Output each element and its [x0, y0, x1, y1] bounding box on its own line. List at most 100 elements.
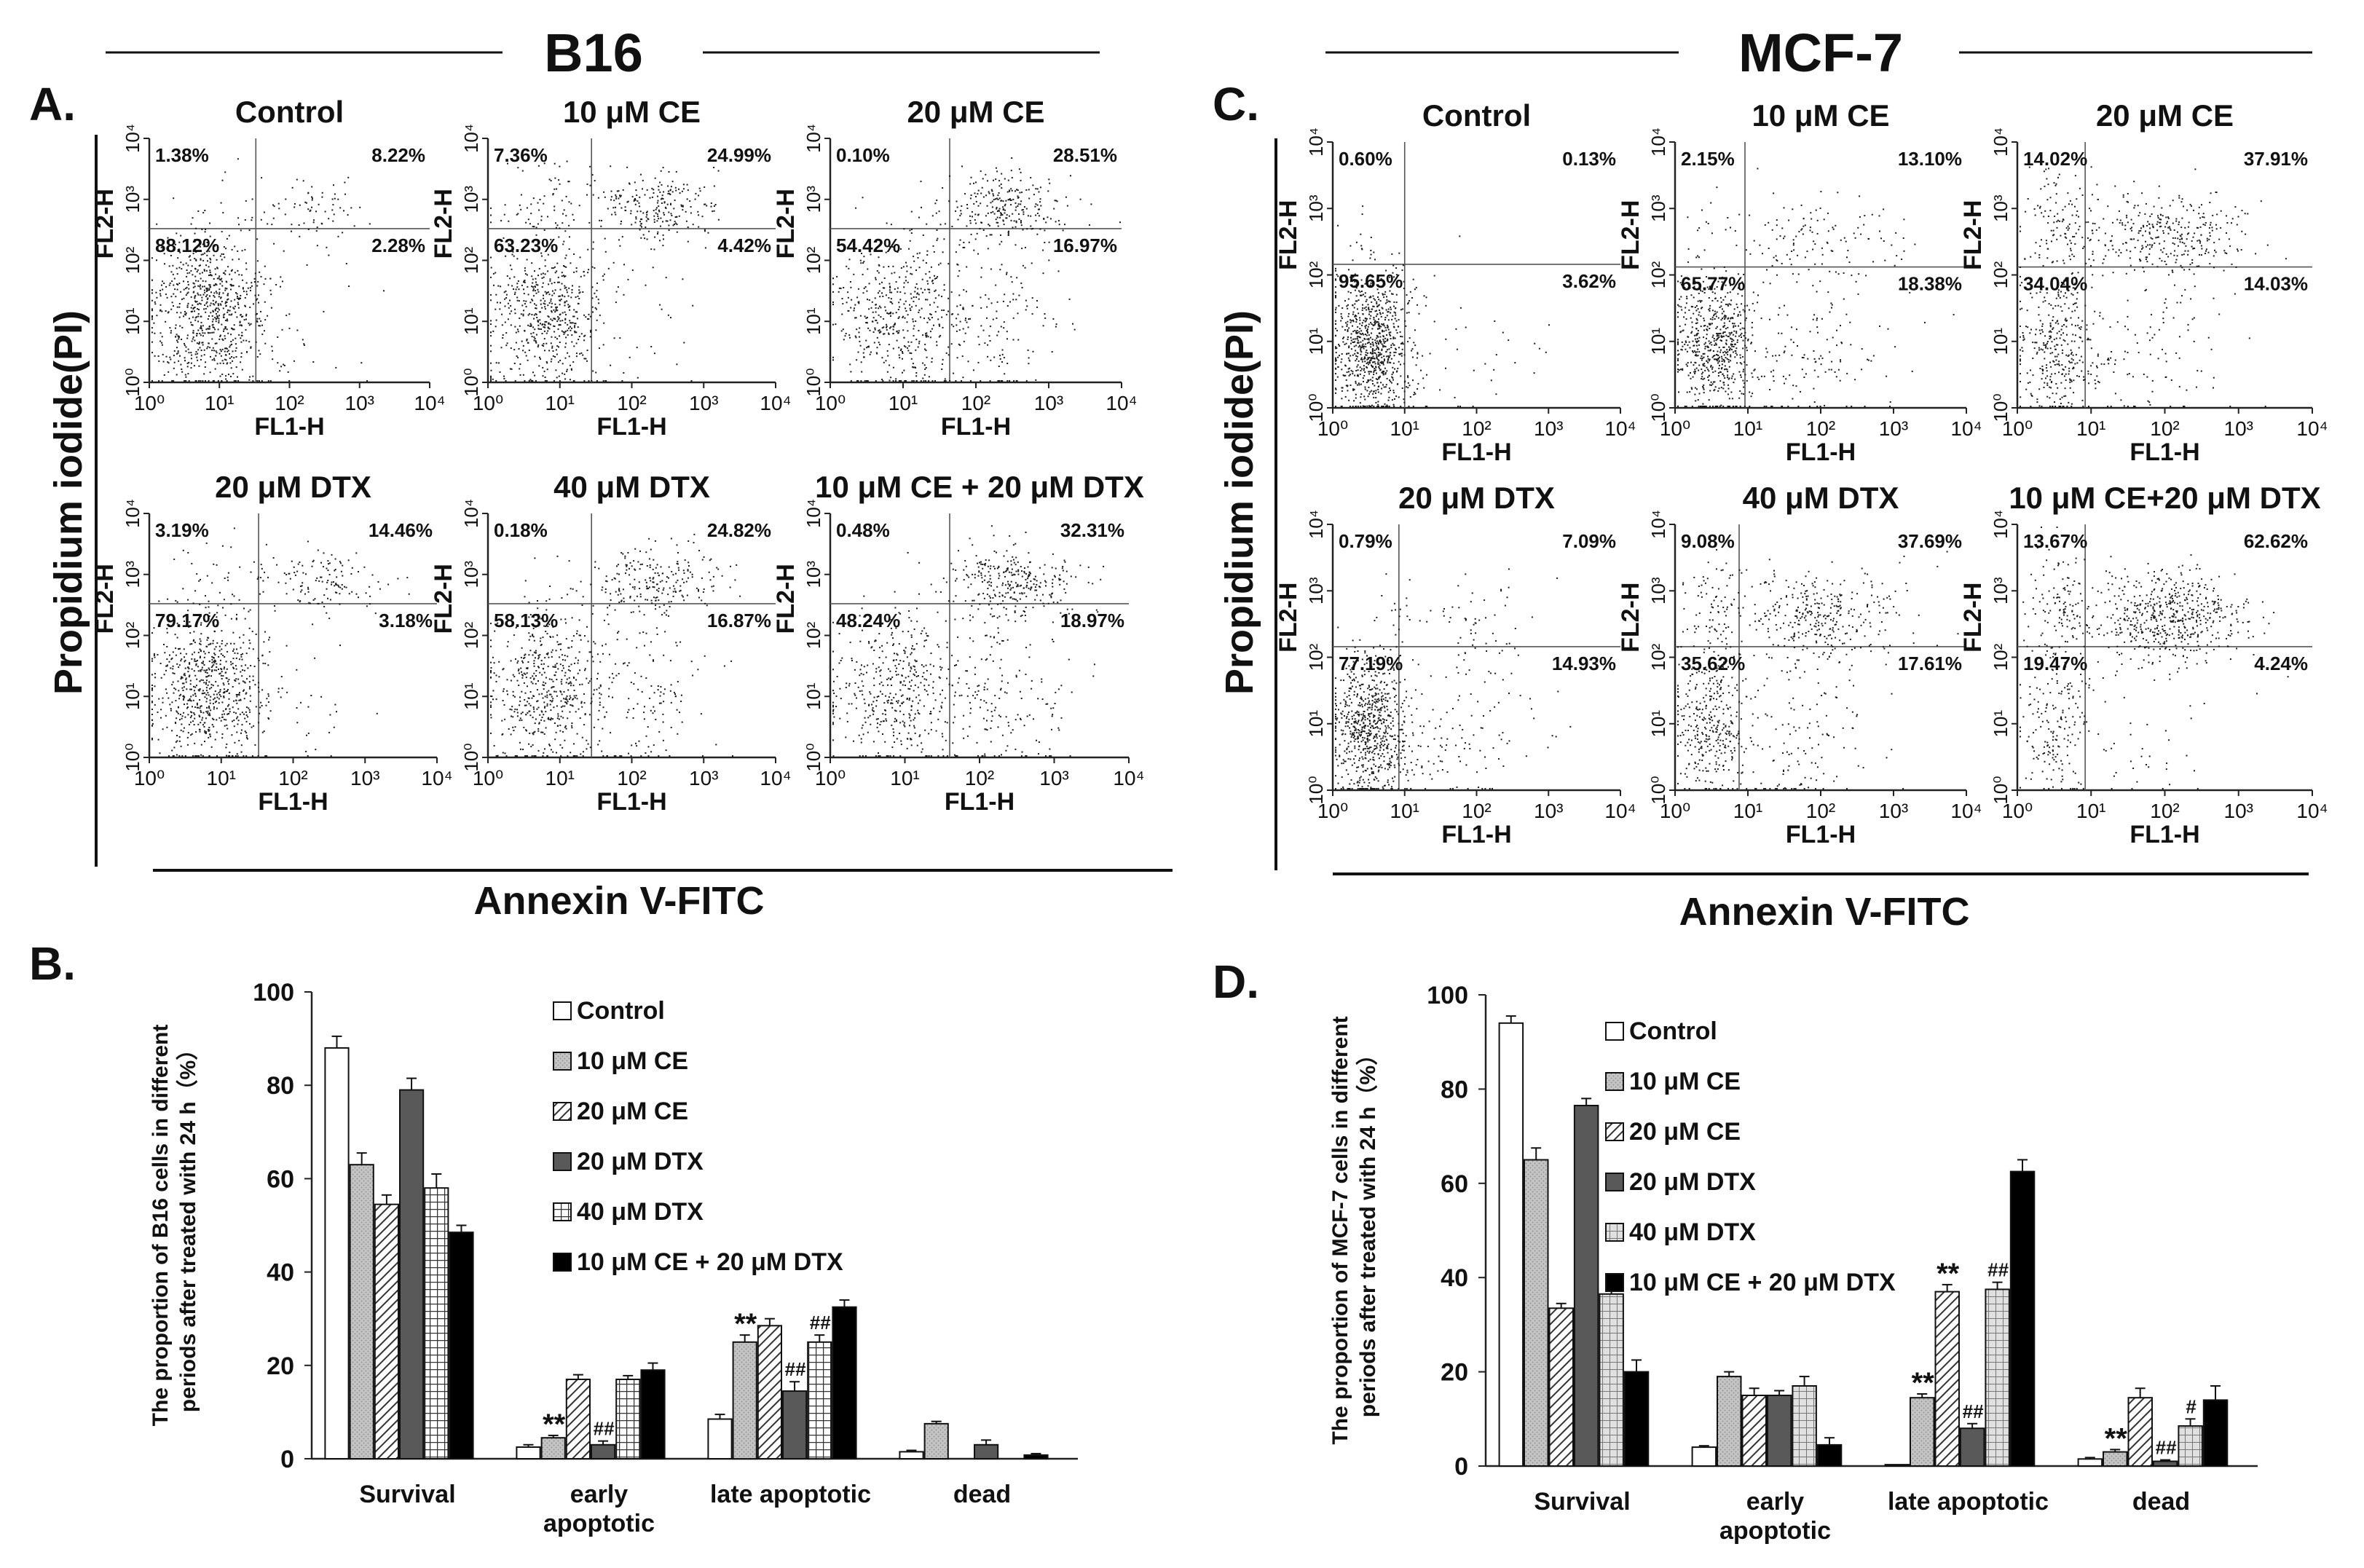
flow-x-tick: 10¹ [1390, 800, 1419, 822]
significance-mark: ## [785, 1358, 806, 1380]
bar-diag-2 [757, 1325, 783, 1460]
flow-x-tick: 10⁴ [1604, 800, 1636, 822]
flow-y-tick: 10⁰ [1647, 393, 1669, 422]
flow-x-tick: 10³ [689, 767, 718, 789]
flow-scatter-dots [832, 157, 1121, 382]
category-label: Survival [1534, 1488, 1630, 1516]
flow-y-label: FL2-H [1959, 583, 1987, 653]
significance-mark: ## [2156, 1437, 2177, 1459]
flow-x-tick: 10¹ [1733, 417, 1762, 440]
quadrant-upper-right: 24.82% [707, 519, 771, 541]
quadrant-lower-right: 14.03% [2244, 273, 2308, 295]
flow-y-tick: 10¹ [460, 682, 482, 710]
bar-black-3 [1023, 1454, 1049, 1460]
bar-dark-3 [974, 1443, 999, 1460]
flow-y-tick: 10⁴ [122, 124, 143, 153]
flow-x-tick: 10⁴ [2296, 417, 2328, 440]
legend-label: 20 μM DTX [577, 1148, 704, 1175]
y-tick-label: 0 [1454, 1453, 1468, 1481]
flow-y-tick: 10⁴ [803, 499, 824, 528]
bar-black-1 [1816, 1443, 1843, 1467]
flow-y-label: FL2-H [1617, 583, 1644, 653]
flow-y-tick: 10⁴ [1990, 127, 2012, 157]
legend-swatch [553, 1102, 572, 1121]
legend-swatch [1605, 1072, 1624, 1091]
flow-y-tick: 10¹ [122, 307, 143, 335]
flow-x-tick: 10³ [350, 767, 379, 789]
quadrant-lower-left: 35.62% [1681, 653, 1745, 674]
flow-x-tick: 10⁰ [1660, 417, 1690, 440]
bar-diag-1 [565, 1379, 591, 1459]
flow-x-label: FL1-H [258, 788, 328, 816]
section-title-mcf7: MCF-7 [1738, 23, 1903, 83]
legend-label: 10 μM CE + 20 μM DTX [577, 1248, 843, 1276]
bar-black-1 [640, 1369, 666, 1459]
category-label: early [570, 1481, 628, 1508]
flow-y-label: FL2-H [1274, 200, 1302, 270]
flow-scatter-dots [490, 160, 720, 382]
flow-y-tick: 10⁴ [460, 124, 482, 153]
flow-y-tick: 10¹ [1990, 328, 2012, 355]
bars [1498, 1015, 2229, 1467]
flow-x-tick: 10⁴ [1950, 800, 1982, 822]
significance-mark: ## [810, 1312, 831, 1333]
bar-light-0 [349, 1164, 374, 1459]
significance-mark: ## [1987, 1259, 2009, 1281]
quadrant-upper-left: 1.38% [155, 144, 209, 166]
flow-x-tick: 10³ [2224, 800, 2253, 822]
flow-y-label: FL2-H [772, 189, 800, 259]
flow-x-tick: 10² [275, 392, 304, 414]
flow-x-tick: 10⁴ [2296, 800, 2328, 822]
bar-dark-2 [782, 1390, 808, 1459]
flow-y-tick: 10³ [460, 186, 482, 213]
quadrant-upper-left: 13.67% [2023, 530, 2087, 552]
flow-scatter-dots [1677, 548, 1959, 789]
legend-swatch [553, 1253, 572, 1272]
bar-dark-1 [591, 1443, 616, 1460]
quadrant-lower-right: 4.42% [717, 235, 771, 256]
flow-y-tick: 10¹ [1990, 710, 2012, 738]
significance-mark: ## [594, 1418, 615, 1440]
flow-x-label: FL1-H [596, 788, 666, 816]
flow-y-tick: 10² [1305, 261, 1327, 288]
flow-x-tick: 10³ [689, 392, 718, 414]
panel-b-bar-chart: 0 20 40 60 80 100 The proportion of B16 cells … [149, 979, 1078, 1537]
bar-grid-2 [807, 1341, 832, 1460]
quadrant-lower-left: 63.23% [494, 235, 558, 256]
flow-scatter-dots [1335, 205, 1550, 407]
flow-y-tick: 10² [1990, 261, 2012, 288]
flow-x-tick: 10⁴ [414, 392, 445, 414]
panel-c-frame: Propidium iodide(PI) Annexin V-FITC [1218, 138, 2309, 934]
flow-plot-title: 10 μM CE [1752, 98, 1889, 133]
flow-y-label: FL2-H [1274, 583, 1302, 653]
flow-y-tick: 10⁴ [1647, 510, 1669, 539]
flow-x-tick: 10⁰ [815, 392, 846, 414]
bar-white-1 [1691, 1446, 1717, 1467]
quadrant-upper-right: 24.99% [707, 144, 771, 166]
y-axis-label-line-1: The proportion of B16 cells in different [149, 1025, 173, 1427]
legend-label: 40 μM DTX [577, 1198, 704, 1226]
y-tick-label: 40 [1441, 1264, 1468, 1292]
quadrant-upper-left: 3.19% [155, 519, 209, 541]
quadrant-lower-left: 65.77% [1681, 273, 1745, 295]
bar-dark-0 [399, 1089, 425, 1459]
flow-y-tick: 10³ [1647, 577, 1669, 604]
flow-y-tick: 10⁰ [1990, 776, 2012, 804]
quadrant-lower-right: 17.61% [1898, 653, 1962, 674]
flow-x-tick: 10⁰ [1317, 417, 1348, 440]
panel-letter-a: A. [29, 78, 76, 130]
flow-y-tick: 10¹ [803, 307, 824, 335]
y-tick-label: 60 [267, 1165, 294, 1193]
bar-dark-3 [2152, 1460, 2178, 1467]
panel-c-y-title: Propidium iodide(PI) [1218, 310, 1261, 695]
flow-x-tick: 10⁰ [134, 767, 165, 789]
flow-x-tick: 10⁴ [1604, 417, 1636, 440]
significance-mark: # [2186, 1395, 2196, 1417]
quadrant-upper-right: 8.22% [371, 144, 425, 166]
bar-light-1 [1717, 1376, 1742, 1467]
flow-x-tick: 10³ [1879, 417, 1908, 440]
panel-a-x-title: Annexin V-FITC [473, 879, 764, 923]
